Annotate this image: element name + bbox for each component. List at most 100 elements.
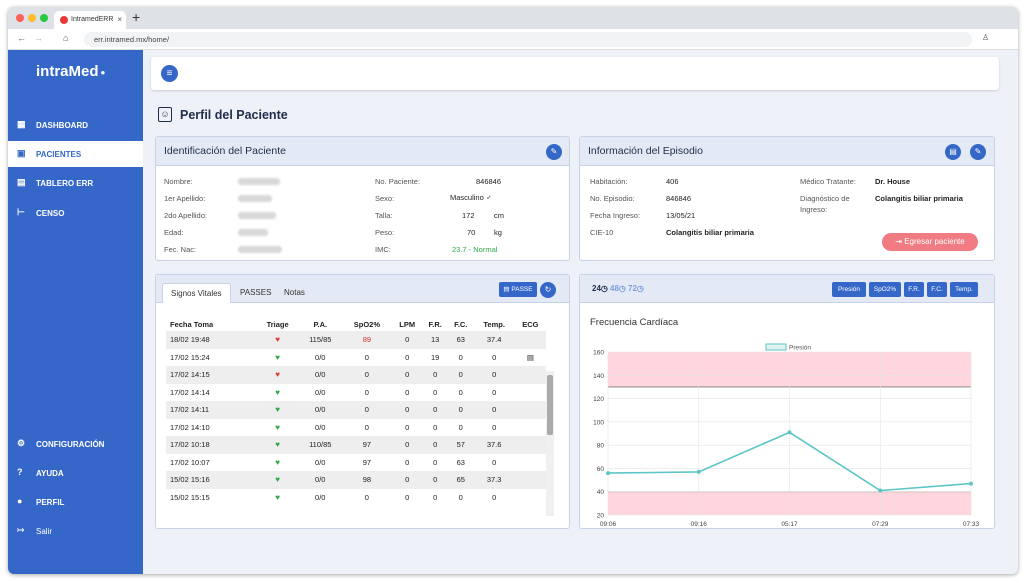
close-tab-icon[interactable]: × [117, 15, 122, 24]
table-row[interactable]: 15/02 15:16 ♥ 0/0 98 0 0 65 37.3 [166, 471, 546, 489]
table-row[interactable]: 17/02 14:15 ♥ 0/0 0 0 0 0 0 [166, 366, 546, 384]
peso-unit: kg [494, 228, 502, 237]
talla-unit: cm [494, 211, 504, 220]
tab-notas[interactable]: Notas [276, 283, 313, 303]
ecg-document-icon[interactable]: ▤ [526, 352, 534, 362]
table-row[interactable]: 17/02 10:07 ♥ 0/0 97 0 0 63 0 [166, 454, 546, 472]
x-tick-label: 05:17 [781, 521, 798, 528]
table-cell: 0 [405, 352, 410, 362]
sidebar-item-dashboard[interactable]: ▦ DASHBOARD [8, 112, 143, 138]
app-logo[interactable]: intraMed ● [36, 63, 105, 80]
peso-value: 70 [467, 228, 476, 237]
cie-label: CIE-10 [590, 228, 614, 237]
sidebar-item-salir[interactable]: ↦ Salir [8, 518, 143, 544]
table-cell: 0 [433, 387, 438, 397]
sidebar-item-ayuda[interactable]: ? AYUDA [8, 460, 143, 486]
egresar-paciente-button[interactable]: ⇥ Egresar paciente [882, 233, 978, 251]
table-cell: 0 [492, 492, 497, 502]
refresh-vitals-button[interactable]: ↻ [540, 282, 556, 298]
top-bar: ≡ [151, 57, 999, 90]
period-48h-button[interactable]: 48◷ [610, 284, 626, 293]
habitacion-value: 406 [666, 177, 679, 186]
chart-button-0[interactable]: Presión [832, 282, 866, 297]
sidebar-item-tablero[interactable]: ▤ TABLERO ERR [8, 170, 143, 196]
table-scrollbar[interactable] [546, 371, 554, 516]
triage-heart-icon: ♥ [275, 352, 281, 362]
cell-ecg [514, 331, 546, 349]
table-row[interactable]: 17/02 14:10 ♥ 0/0 0 0 0 0 0 [166, 419, 546, 437]
forward-icon[interactable]: → [34, 33, 43, 43]
maximize-window-icon[interactable] [40, 14, 48, 22]
patient-card-icon: ▣ [17, 148, 26, 158]
scrollbar-thumb[interactable] [547, 375, 553, 435]
new-tab-icon[interactable]: + [132, 9, 141, 25]
heart-rate-chart: 20 40 60 80 100 120 140 160 09:06 09:16 05:17 07:29… [593, 343, 980, 528]
chart-button-3[interactable]: F.C. [927, 282, 947, 297]
chart-button-2[interactable]: F.R. [904, 282, 924, 297]
tab-passes[interactable]: PASSES [232, 283, 279, 303]
triage-heart-icon: ♥ [256, 436, 299, 454]
cell-fecha: 17/02 14:15 [166, 366, 257, 384]
edad-value-redacted [238, 229, 268, 236]
table-row[interactable]: 17/02 15:24 ♥ 0/0 0 0 19 0 0 ▤ [166, 349, 546, 367]
cell-fecha: 15/02 15:16 [166, 471, 257, 489]
edit-episode-button[interactable]: ✎ [970, 144, 986, 160]
sidebar-item-pacientes[interactable]: ▣ PACIENTES [8, 141, 143, 167]
sidebar-item-configuracion[interactable]: ⚙ CONFIGURACIÓN [8, 431, 143, 457]
apellido2-value-redacted [238, 212, 276, 219]
cell-fecha: 17/02 10:18 [166, 436, 257, 454]
talla-value: 172 [462, 211, 475, 220]
column-header: F.R. [428, 319, 442, 329]
data-point [878, 488, 883, 493]
table-cell: 0 [364, 492, 369, 502]
address-bar: ← → ⌂ err.intramed.mx/home/ ♙ [8, 29, 1018, 50]
table-row[interactable]: 17/02 14:11 ♥ 0/0 0 0 0 0 0 [166, 401, 546, 419]
minimize-window-icon[interactable] [28, 14, 36, 22]
sidebar-item-perfil[interactable]: ● PERFIL [8, 489, 143, 515]
passe-button[interactable]: ▤ PASSE [499, 282, 537, 297]
edit-patient-button[interactable]: ✎ [546, 144, 562, 160]
url-input[interactable]: err.intramed.mx/home/ [84, 32, 972, 47]
chart-button-4[interactable]: Temp. [950, 282, 978, 297]
table-cell: 0 [492, 422, 497, 432]
table-cell: 0 [433, 422, 438, 432]
chart-button-1[interactable]: SpO2% [869, 282, 901, 297]
table-cell: 0 [364, 352, 369, 362]
table-row[interactable]: 17/02 10:18 ♥ 110/85 97 0 0 57 37.6 [166, 436, 546, 454]
chart-card: 24◷ 48◷ 72◷ Presión SpO2% F.R. F.C. Temp. Frec… [579, 274, 995, 529]
table-row[interactable]: 17/02 14:14 ♥ 0/0 0 0 0 0 0 [166, 384, 546, 402]
triage-heart-icon: ♥ [256, 331, 299, 349]
data-point [696, 469, 701, 474]
cell-ecg [515, 384, 546, 402]
cell-ecg [515, 419, 546, 437]
table-cell: 0 [364, 387, 369, 397]
close-window-icon[interactable] [16, 14, 24, 22]
period-24h-button[interactable]: 24◷ [592, 284, 608, 293]
y-tick-label: 60 [597, 466, 605, 473]
sidebar-item-label: CENSO [36, 209, 65, 218]
tab-signos-vitales[interactable]: Signos Vitales [162, 283, 231, 303]
url-text: err.intramed.mx/home/ [94, 35, 170, 44]
sidebar-item-censo[interactable]: ⊢ CENSO [8, 200, 143, 226]
menu-toggle-icon[interactable]: ≡ [161, 65, 178, 82]
cell-ecg [515, 489, 546, 507]
table-cell: 0 [341, 401, 393, 419]
back-icon[interactable]: ← [17, 33, 26, 43]
table-header-row: Fecha Toma Triage P.A. SpO2% LPM F.R. F.C. Temp… [166, 317, 546, 331]
profile-icon[interactable]: ♙ [982, 33, 990, 42]
tab-label: Notas [284, 288, 305, 297]
table-row[interactable]: 18/02 19:48 ♥ 115/85 89 0 13 63 37.4 [166, 331, 546, 349]
sexo-value: Masculino ♂ [450, 193, 492, 202]
table-cell: 0/0 [315, 457, 326, 467]
triage-heart-icon: ♥ [275, 422, 281, 432]
table-cell: 89 [341, 331, 393, 349]
table-row[interactable]: 15/02 15:15 ♥ 0/0 0 0 0 0 0 [166, 489, 546, 507]
browser-tab[interactable]: IntramedERR × [54, 11, 126, 29]
column-header: SpO2% [353, 319, 381, 329]
period-72h-button[interactable]: 72◷ [628, 284, 644, 293]
patient-id-header: Identificación del Paciente [156, 137, 569, 166]
table-cell: 0 [492, 457, 497, 467]
table-cell: 0/0 [315, 422, 326, 432]
episode-document-button[interactable]: ▤ [945, 144, 961, 160]
home-icon[interactable]: ⌂ [63, 33, 69, 43]
